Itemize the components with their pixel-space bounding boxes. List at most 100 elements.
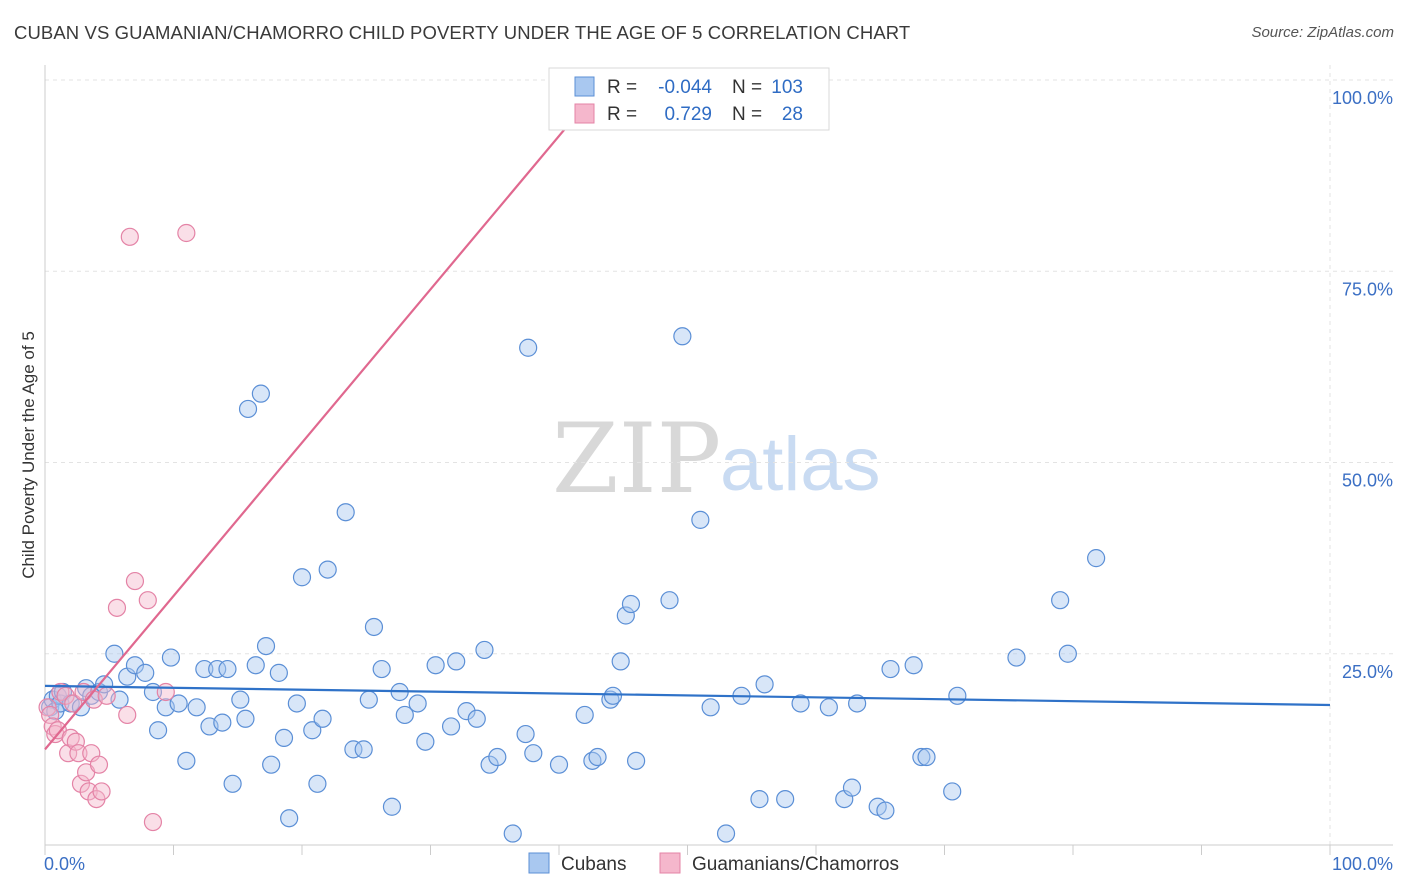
- chart-title: CUBAN VS GUAMANIAN/CHAMORRO CHILD POVERT…: [14, 22, 911, 43]
- point-guamanians: [118, 705, 137, 725]
- legend-r-value-cubans: -0.044: [658, 77, 712, 98]
- point-cubans: [776, 789, 795, 809]
- point-cubans: [441, 717, 461, 736]
- point-guamanians: [97, 686, 116, 705]
- point-cubans: [791, 694, 810, 713]
- legend-box: [548, 67, 830, 131]
- point-cubans: [848, 694, 867, 713]
- point-guamanians: [138, 591, 157, 610]
- point-guamanians: [64, 694, 83, 713]
- point-cubans: [213, 713, 232, 732]
- point-cubans: [238, 399, 258, 419]
- point-cubans: [467, 709, 486, 728]
- point-cubans: [359, 690, 378, 709]
- point-cubans: [575, 705, 594, 725]
- point-cubans: [256, 636, 276, 656]
- point-cubans: [318, 560, 337, 579]
- point-cubans: [912, 747, 931, 767]
- legend-n-value-cubans: 103: [771, 77, 803, 98]
- point-guamanians: [79, 782, 98, 801]
- point-cubans: [660, 591, 679, 610]
- point-cubans: [457, 702, 476, 721]
- y-tick-label-50: 50.0%: [1342, 471, 1393, 491]
- point-guamanians: [66, 732, 85, 751]
- point-cubans: [488, 747, 507, 767]
- point-cubans: [231, 690, 250, 709]
- point-cubans: [246, 656, 265, 675]
- point-cubans: [148, 721, 168, 740]
- point-cubans: [313, 709, 332, 728]
- point-cubans: [750, 789, 769, 809]
- point-guamanians: [89, 755, 109, 774]
- point-cubans: [426, 656, 445, 675]
- point-cubans: [917, 747, 936, 767]
- point-cubans: [447, 652, 466, 671]
- point-cubans: [274, 728, 294, 748]
- legend-n-label-cubans: N =: [732, 77, 762, 98]
- y-tick-labels: 25.0% 50.0% 75.0% 100.0%: [1332, 88, 1393, 682]
- point-cubans: [382, 797, 402, 816]
- point-cubans: [336, 503, 355, 522]
- point-cubans: [876, 801, 895, 820]
- point-cubans: [480, 755, 499, 774]
- point-guamanians: [120, 227, 139, 246]
- point-cubans: [611, 652, 630, 671]
- point-cubans: [161, 648, 181, 667]
- point-cubans: [169, 694, 188, 713]
- point-cubans: [262, 755, 281, 774]
- point-cubans: [416, 732, 435, 751]
- point-guamanians: [69, 744, 88, 763]
- point-cubans: [819, 698, 838, 717]
- point-cubans: [519, 338, 538, 357]
- point-cubans: [755, 675, 774, 694]
- watermark-atlas: atlas: [720, 422, 881, 507]
- point-cubans: [287, 694, 306, 713]
- point-cubans: [308, 774, 327, 793]
- legend-swatch-cubans-bottom: [528, 852, 550, 874]
- point-cubans: [943, 782, 962, 801]
- point-cubans: [549, 755, 569, 774]
- point-cubans: [372, 659, 391, 679]
- x-ticks: [44, 845, 1331, 855]
- legend-swatch-cubans: [574, 76, 595, 97]
- point-cubans: [364, 617, 384, 637]
- point-cubans: [408, 694, 427, 713]
- point-guamanians: [71, 774, 91, 793]
- grid-lines: [45, 65, 1393, 845]
- point-guamanians: [41, 705, 60, 725]
- point-cubans: [354, 740, 373, 759]
- legend-label-guamanians: Guamanians/Chamorros: [692, 854, 899, 875]
- series-legend: Cubans Guamanians/Chamorros: [528, 852, 899, 875]
- point-cubans: [881, 659, 900, 679]
- point-guamanians: [156, 682, 175, 702]
- point-cubans: [292, 568, 312, 587]
- trend-lines: [44, 67, 1331, 751]
- point-cubans: [475, 640, 494, 660]
- point-guamanians: [177, 223, 196, 243]
- point-cubans: [136, 663, 155, 682]
- series-guamanians-points: [38, 223, 196, 832]
- point-cubans: [524, 744, 543, 763]
- y-tick-label-25: 25.0%: [1342, 662, 1393, 682]
- trend-line-cubans: [44, 684, 1331, 707]
- point-cubans: [1058, 644, 1077, 663]
- trend-line-guamanians: [44, 67, 617, 751]
- point-guamanians: [92, 782, 111, 801]
- y-axis-label: Child Poverty Under the Age of 5: [19, 331, 38, 579]
- legend-r-label-guamanians: R =: [607, 104, 637, 125]
- y-tick-label-75: 75.0%: [1342, 279, 1393, 299]
- legend-r-label-cubans: R =: [607, 77, 637, 98]
- watermark-zip: ZIP: [552, 403, 721, 515]
- point-cubans: [187, 698, 206, 717]
- series-cubans-points: [41, 327, 1106, 843]
- legend-swatch-guamanians-bottom: [659, 852, 681, 874]
- point-guamanians: [56, 686, 75, 705]
- point-cubans: [236, 709, 255, 728]
- point-cubans: [503, 824, 522, 843]
- point-cubans: [195, 659, 214, 679]
- point-cubans: [105, 644, 124, 663]
- point-guamanians: [125, 571, 145, 591]
- x-tick-label-max: 100.0%: [1332, 854, 1393, 874]
- correlation-legend: R = -0.044 N = 103 R = 0.729 N = 28: [548, 67, 830, 131]
